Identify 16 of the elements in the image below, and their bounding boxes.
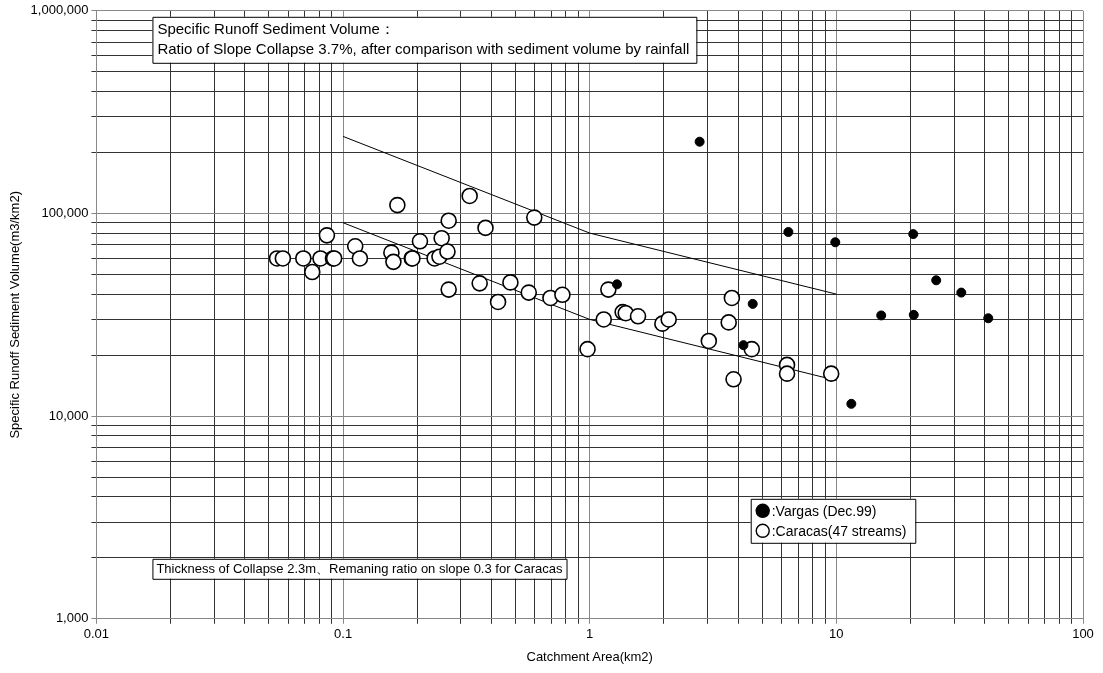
x-tick-label: 0.1: [334, 626, 353, 642]
x-tick-label: 10: [829, 626, 844, 642]
y-tick-label: 1,000: [55, 610, 89, 626]
legend-label: :Caracas(47 streams): [771, 522, 907, 539]
text: Specific Runoff Sediment Volume：: [157, 19, 395, 37]
x-tick-label: 100: [1072, 626, 1094, 642]
y-tick-label: 100,000: [41, 205, 89, 221]
y-axis-title: Specific Runoff Sediment Volume(m3/km2): [7, 191, 23, 439]
legend-label: :Vargas (Dec.99): [771, 502, 877, 519]
y-tick-label: 10,000: [48, 407, 89, 423]
text: Ratio of Slope Collapse 3.7%, after comparison with sediment volume by rainfall: [157, 39, 690, 57]
annotation: Thickness of Collapse 2.3m、Remaning ratio on slope 0.3 for Caracas: [156, 561, 564, 577]
x-tick-label: 1: [586, 626, 594, 642]
x-axis-title: Catchment Area(km2): [526, 648, 653, 664]
x-tick-label: 0.01: [83, 626, 110, 642]
y-tick-label: 1,000,000: [30, 2, 89, 18]
